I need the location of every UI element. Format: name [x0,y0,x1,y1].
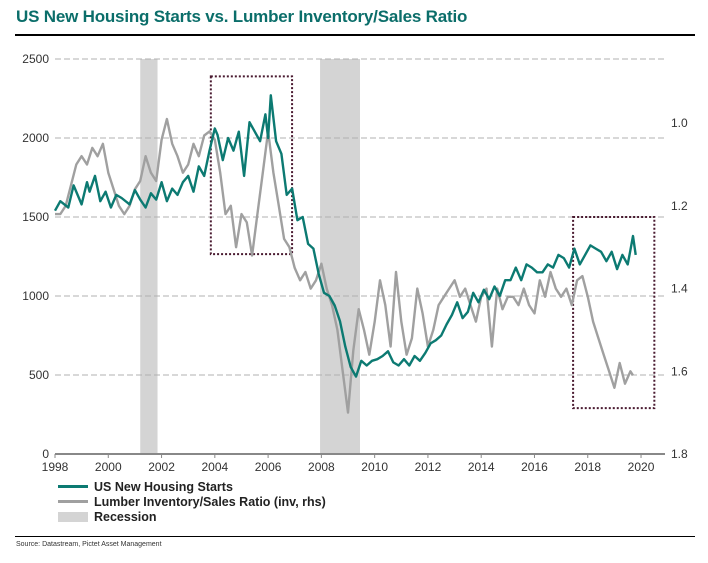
y-left-tick-label: 1000 [22,289,49,303]
x-tick-label: 2006 [255,460,282,474]
x-tick-label: 1998 [42,460,69,474]
recession-bands [140,59,360,454]
title-rule [15,34,695,36]
x-tick-label: 2004 [201,460,228,474]
lumber-ratio-line [55,117,635,414]
recession-band [140,59,158,454]
axes: 0 500 1000 1500 2000 2500 1.0 1.2 1.4 1.6 1.8 1998 2… [22,52,688,474]
source-rule [15,536,695,537]
legend-item-housing: US New Housing Starts [58,479,326,494]
highlight-box [572,216,656,410]
legend-swatch-lumber [58,500,88,503]
recession-band [320,59,360,454]
x-tick-label: 2010 [361,460,388,474]
x-tick-label: 2008 [308,460,335,474]
series-lines [53,94,637,414]
y-right-tick-label: 1.8 [671,447,688,461]
highlight-boxes [209,75,656,410]
x-tick-label: 2002 [148,460,175,474]
x-tick-label: 2000 [95,460,122,474]
y-right-tick-label: 1.0 [671,116,688,130]
y-right-tick-label: 1.6 [671,364,688,378]
housing-starts-line [53,94,637,378]
y-left-tick-label: 2500 [22,52,49,66]
x-tick-label: 2014 [468,460,495,474]
legend-label-housing: US New Housing Starts [94,479,233,494]
legend: US New Housing Starts Lumber Inventory/S… [58,479,326,524]
y-left-tick-label: 500 [29,368,49,382]
source-note: Source: Datastream, Pictet Asset Managem… [16,541,162,548]
gridlines [55,58,665,376]
highlight-box [209,75,294,256]
chart: 0 500 1000 1500 2000 2500 1.0 1.2 1.4 1.6 1.8 1998 2… [22,52,688,474]
legend-label-lumber: Lumber Inventory/Sales Ratio (inv, rhs) [94,494,326,509]
x-tick-label: 2016 [521,460,548,474]
legend-item-lumber: Lumber Inventory/Sales Ratio (inv, rhs) [58,494,326,509]
y-left-tick-label: 2000 [22,131,49,145]
legend-swatch-recession [58,511,88,522]
y-left-tick-label: 0 [42,447,49,461]
x-tick-label: 2018 [574,460,601,474]
y-left-tick-label: 1500 [22,210,49,224]
y-right-tick-label: 1.2 [671,199,688,213]
legend-item-recession: Recession [58,509,326,524]
y-right-tick-label: 1.4 [671,282,688,296]
legend-label-recession: Recession [94,509,157,524]
x-tick-label: 2012 [415,460,442,474]
chart-title: US New Housing Starts vs. Lumber Invento… [16,7,468,26]
legend-swatch-housing [58,485,88,488]
x-tick-label: 2020 [628,460,655,474]
